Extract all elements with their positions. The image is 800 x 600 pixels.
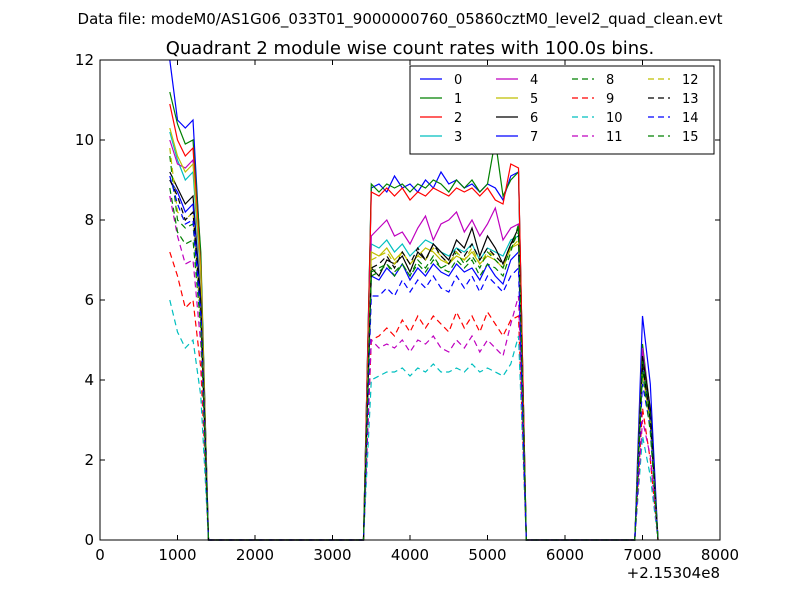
series-line-14 — [169, 175, 659, 541]
chart-title: Quadrant 2 module wise count rates with … — [166, 38, 655, 59]
x-tick-label: 7000 — [623, 546, 661, 564]
legend-label-0: 0 — [454, 73, 462, 88]
y-tick-label: 12 — [75, 51, 94, 69]
y-tick-label: 8 — [84, 211, 94, 229]
series-line-7 — [169, 179, 659, 541]
series-line-13 — [169, 179, 659, 541]
legend-label-14: 14 — [682, 111, 699, 126]
legend-label-8: 8 — [606, 73, 614, 88]
x-tick-label: 5000 — [468, 546, 506, 564]
legend-label-2: 2 — [454, 111, 462, 126]
legend-label-7: 7 — [530, 130, 538, 145]
legend-label-15: 15 — [682, 130, 699, 145]
axis-ticks: 0 1000 2000 3000 4000 5000 6000 7000 80000246810… — [75, 51, 739, 564]
series-line-10 — [169, 299, 659, 541]
x-offset-label: +2.15304e8 — [627, 564, 720, 582]
x-tick-label: 0 — [95, 546, 105, 564]
x-tick-label: 3000 — [313, 546, 351, 564]
series-line-15 — [169, 187, 659, 541]
series-line-2 — [169, 103, 659, 541]
legend-label-10: 10 — [606, 111, 623, 126]
y-tick-label: 0 — [84, 531, 94, 549]
legend-label-1: 1 — [454, 92, 462, 107]
series-line-8 — [169, 155, 659, 541]
chart-suptitle: Data file: modeM0/AS1G06_033T01_90000007… — [78, 10, 723, 29]
legend-label-6: 6 — [530, 111, 538, 126]
series-line-1 — [169, 91, 659, 541]
legend-label-9: 9 — [606, 92, 614, 107]
series-line-4 — [169, 139, 659, 541]
x-tick-label: 2000 — [236, 546, 274, 564]
series-line-9 — [169, 251, 659, 541]
y-tick-label: 2 — [84, 451, 94, 469]
legend-box — [409, 65, 715, 155]
series-line-6 — [169, 171, 659, 541]
x-tick-label: 4000 — [391, 546, 429, 564]
y-tick-label: 4 — [84, 371, 94, 389]
y-tick-label: 10 — [75, 131, 94, 149]
legend-label-4: 4 — [530, 73, 538, 88]
legend-label-12: 12 — [682, 73, 699, 88]
legend-label-11: 11 — [606, 130, 623, 145]
series-line-11 — [169, 195, 659, 541]
legend-label-3: 3 — [454, 130, 462, 145]
x-tick-label: 1000 — [158, 546, 196, 564]
legend-label-13: 13 — [682, 92, 699, 107]
x-tick-label: 8000 — [701, 546, 739, 564]
y-tick-label: 6 — [84, 291, 94, 309]
series-line-3 — [169, 131, 659, 541]
legend-label-5: 5 — [530, 92, 538, 107]
series-line-12 — [169, 147, 659, 541]
x-tick-label: 6000 — [546, 546, 584, 564]
series-line-5 — [169, 127, 659, 541]
